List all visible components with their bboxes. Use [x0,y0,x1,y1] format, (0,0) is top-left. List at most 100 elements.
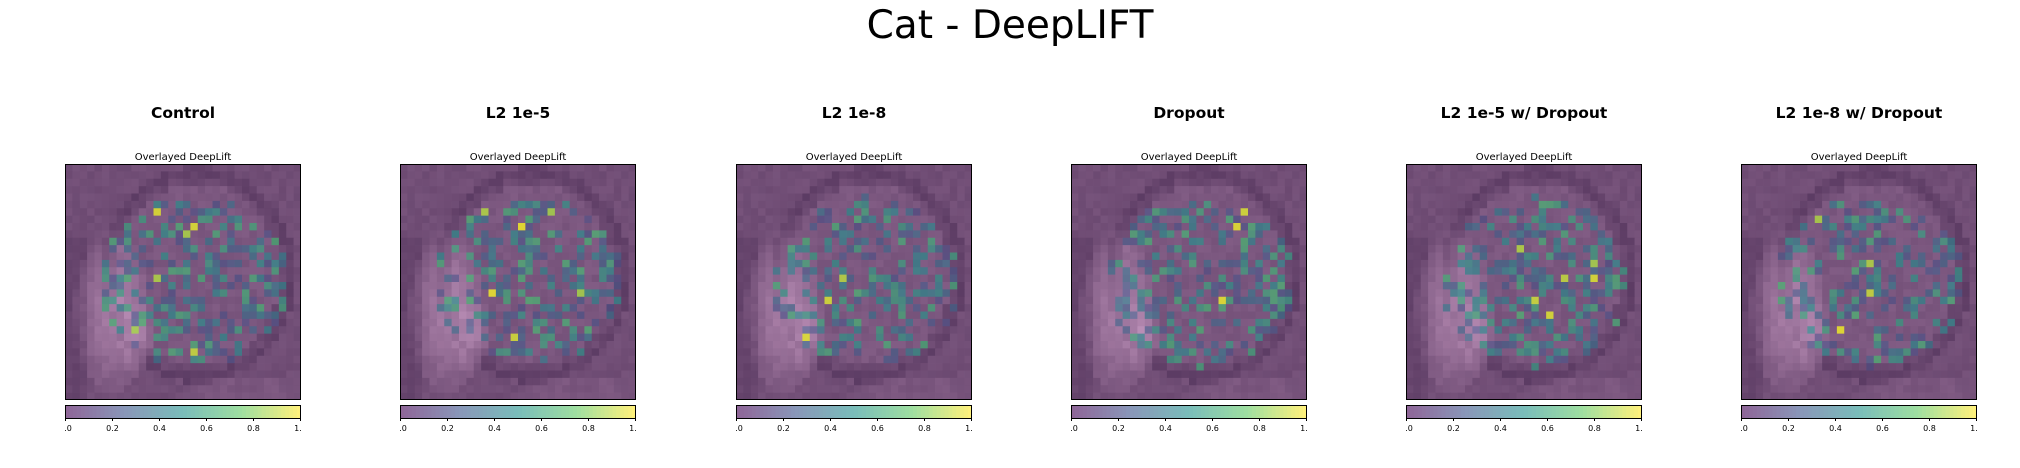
heatmap-cell [883,355,892,364]
heatmap-cell [743,348,752,357]
heatmap-cell [868,186,877,194]
heatmap-cell [1233,259,1241,268]
heatmap-cell [1479,326,1488,334]
heatmap-cell [839,215,847,224]
heatmap-cell [1428,237,1436,246]
heatmap-cell [264,259,272,268]
heatmap-cell [599,348,607,357]
heatmap-cell [591,230,600,239]
heatmap-cell [510,296,519,305]
heatmap-cell [168,252,176,261]
heatmap-cell [1218,215,1227,224]
heatmap-cell [540,348,548,357]
heatmap-cell [1583,282,1591,290]
heatmap-cell [1472,208,1481,216]
heatmap-cell [116,296,125,305]
heatmap-cell [212,392,221,400]
heatmap-cell [1568,267,1576,275]
heatmap-cell [1479,282,1488,290]
heatmap-cell [547,164,556,172]
heatmap-cell [131,208,140,216]
heatmap-cell [584,193,593,202]
heatmap-cell [927,164,936,172]
heatmap-cell [920,259,929,268]
heatmap-cell [1524,267,1532,275]
heatmap-cell [234,259,243,268]
heatmap-cell [168,341,176,349]
heatmap-cell [1442,267,1451,275]
heatmap-cell [131,237,140,246]
heatmap-cell [1428,171,1436,180]
heatmap-cell [109,223,117,231]
heatmap-cell [429,200,438,209]
heatmap-cell [1255,171,1264,180]
heatmap-cell [1225,237,1234,246]
heatmap-cell [429,274,438,283]
heatmap-cell [831,208,840,216]
heatmap-cell [400,333,408,342]
heatmap-cell [854,282,862,290]
heatmap-cell [109,267,117,275]
heatmap-cell [577,326,585,334]
heatmap-cell [429,282,438,290]
heatmap-cell [562,318,570,327]
heatmap-cell [444,326,452,334]
heatmap-cell [271,289,280,298]
heatmap-cell [772,377,781,386]
heatmap-cell [271,282,280,290]
heatmap-cell [473,377,482,386]
heatmap-cell [1218,178,1227,187]
heatmap-cell [65,267,73,275]
heatmap-cell [569,259,578,268]
heatmap-cell [1450,223,1458,231]
heatmap-cell [286,164,294,172]
heatmap-cell [613,245,622,253]
heatmap-cell [599,200,607,209]
heatmap-cell [264,348,272,357]
heatmap-cell [1248,296,1256,305]
heatmap-cell [286,311,294,320]
heatmap-cell [1240,289,1249,298]
heatmap-cell [503,326,511,334]
heatmap-cell [846,267,855,275]
heatmap-cell [846,259,855,268]
heatmap-cell [1085,296,1094,305]
heatmap-cell [429,223,438,231]
heatmap-cell [1292,178,1300,187]
heatmap-cell [1248,200,1256,209]
heatmap-cell [197,326,206,334]
heatmap-cell [1107,223,1116,231]
heatmap-cell [116,193,125,202]
heatmap-cell [831,164,840,172]
heatmap-cell [1085,385,1094,393]
heatmap-cell [736,178,744,187]
heatmap-cell [584,348,593,357]
heatmap-cell [518,267,526,275]
heatmap-cell [854,186,862,194]
heatmap-cell [131,296,140,305]
heatmap-cell [1196,318,1205,327]
heatmap-cell [175,178,184,187]
heatmap-cell [183,223,191,231]
heatmap-cell [488,289,497,298]
heatmap-cell [1174,200,1182,209]
heatmap-cell [422,341,430,349]
heatmap-cell [400,289,408,298]
heatmap-cell [1248,348,1256,357]
heatmap-cell [809,311,818,320]
heatmap-cell [1442,215,1451,224]
heatmap-cell [577,370,585,379]
heatmap-cell [758,171,766,180]
heatmap-cell [898,318,906,327]
heatmap-cell [772,171,781,180]
heatmap-cell [518,392,526,400]
heatmap-cell [1122,311,1131,320]
heatmap-cell [481,164,489,172]
heatmap-cell [1115,326,1123,334]
heatmap-cell [1100,164,1109,172]
heatmap-cell [205,245,213,253]
heatmap-cell [116,370,125,379]
heatmap-cell [1144,274,1153,283]
heatmap-cell [831,363,840,371]
